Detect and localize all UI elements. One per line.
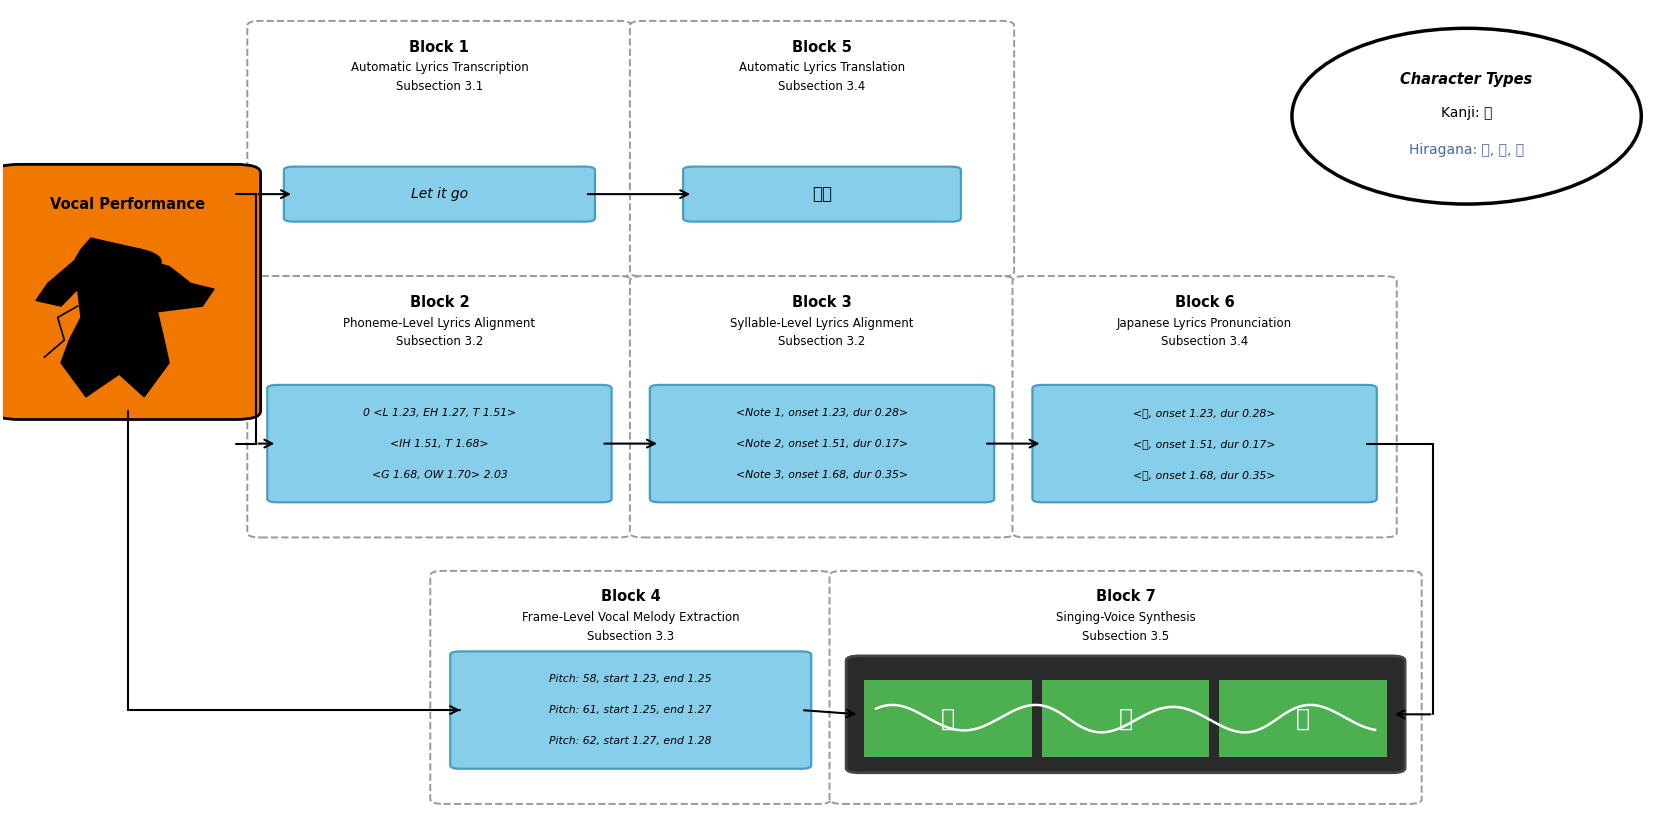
Text: 離す: 離す: [813, 185, 833, 203]
Polygon shape: [37, 238, 214, 397]
FancyBboxPatch shape: [629, 276, 1015, 538]
FancyBboxPatch shape: [267, 385, 611, 502]
Text: Kanji: 離: Kanji: 離: [1440, 106, 1492, 120]
Text: Character Types: Character Types: [1400, 72, 1532, 87]
Text: <は, onset 1.23, dur 0.28>: <は, onset 1.23, dur 0.28>: [1133, 408, 1275, 418]
Text: Block 4: Block 4: [601, 589, 661, 604]
Text: Pitch: 62, start 1.27, end 1.28: Pitch: 62, start 1.27, end 1.28: [549, 736, 713, 746]
Text: は: は: [941, 707, 955, 731]
Text: Block 5: Block 5: [793, 39, 851, 54]
FancyBboxPatch shape: [683, 167, 961, 222]
Text: Block 7: Block 7: [1097, 589, 1155, 604]
FancyBboxPatch shape: [247, 276, 631, 538]
Text: す: す: [1295, 707, 1310, 731]
Ellipse shape: [1292, 28, 1641, 204]
Text: な: な: [1118, 707, 1133, 731]
Text: <IH 1.51, T 1.68>: <IH 1.51, T 1.68>: [391, 439, 489, 449]
Text: Pitch: 58, start 1.23, end 1.25: Pitch: 58, start 1.23, end 1.25: [549, 674, 713, 684]
Text: Hiragana: は, な, す: Hiragana: は, な, す: [1409, 143, 1524, 157]
Text: Syllable-Level Lyrics Alignment: Syllable-Level Lyrics Alignment: [731, 316, 913, 330]
Text: <Note 3, onset 1.68, dur 0.35>: <Note 3, onset 1.68, dur 0.35>: [736, 469, 908, 479]
FancyBboxPatch shape: [846, 656, 1405, 773]
FancyBboxPatch shape: [451, 651, 811, 769]
FancyBboxPatch shape: [0, 164, 260, 419]
Text: Pitch: 61, start 1.25, end 1.27: Pitch: 61, start 1.25, end 1.27: [549, 705, 713, 715]
Text: Phoneme-Level Lyrics Alignment: Phoneme-Level Lyrics Alignment: [344, 316, 536, 330]
Text: Block 6: Block 6: [1175, 294, 1235, 310]
Text: <Note 2, onset 1.51, dur 0.17>: <Note 2, onset 1.51, dur 0.17>: [736, 439, 908, 449]
Text: Automatic Lyrics Transcription: Automatic Lyrics Transcription: [350, 62, 529, 75]
FancyBboxPatch shape: [284, 167, 594, 222]
Text: Subsection 3.2: Subsection 3.2: [778, 335, 866, 349]
FancyBboxPatch shape: [247, 21, 631, 277]
Text: Block 2: Block 2: [409, 294, 469, 310]
Text: Subsection 3.3: Subsection 3.3: [587, 630, 674, 643]
Text: <G 1.68, OW 1.70> 2.03: <G 1.68, OW 1.70> 2.03: [372, 469, 507, 479]
Text: 0 <L 1.23, EH 1.27, T 1.51>: 0 <L 1.23, EH 1.27, T 1.51>: [362, 408, 516, 418]
Text: Let it go: Let it go: [411, 187, 467, 201]
Bar: [1041, 680, 1210, 757]
Text: Subsection 3.4: Subsection 3.4: [1162, 335, 1248, 349]
Text: <す, onset 1.68, dur 0.35>: <す, onset 1.68, dur 0.35>: [1133, 469, 1275, 479]
Text: <Note 1, onset 1.23, dur 0.28>: <Note 1, onset 1.23, dur 0.28>: [736, 408, 908, 418]
FancyBboxPatch shape: [649, 385, 995, 502]
Text: Vocal Performance: Vocal Performance: [50, 196, 205, 211]
Text: <な, onset 1.51, dur 0.17>: <な, onset 1.51, dur 0.17>: [1133, 439, 1275, 449]
Bar: [1220, 680, 1387, 757]
FancyBboxPatch shape: [829, 571, 1422, 804]
Bar: [865, 680, 1031, 757]
Text: Frame-Level Vocal Melody Extraction: Frame-Level Vocal Melody Extraction: [522, 612, 739, 625]
Text: Automatic Lyrics Translation: Automatic Lyrics Translation: [739, 62, 905, 75]
Circle shape: [77, 247, 162, 276]
FancyBboxPatch shape: [431, 571, 831, 804]
Text: Singing-Voice Synthesis: Singing-Voice Synthesis: [1056, 612, 1195, 625]
Text: Block 3: Block 3: [793, 294, 851, 310]
Text: Subsection 3.1: Subsection 3.1: [396, 81, 482, 93]
Text: Japanese Lyrics Pronunciation: Japanese Lyrics Pronunciation: [1117, 316, 1292, 330]
Text: Subsection 3.5: Subsection 3.5: [1082, 630, 1170, 643]
Text: Block 1: Block 1: [409, 39, 469, 54]
FancyBboxPatch shape: [1013, 276, 1397, 538]
FancyBboxPatch shape: [1033, 385, 1377, 502]
FancyBboxPatch shape: [629, 21, 1015, 277]
Text: Subsection 3.4: Subsection 3.4: [778, 81, 866, 93]
Text: Subsection 3.2: Subsection 3.2: [396, 335, 482, 349]
